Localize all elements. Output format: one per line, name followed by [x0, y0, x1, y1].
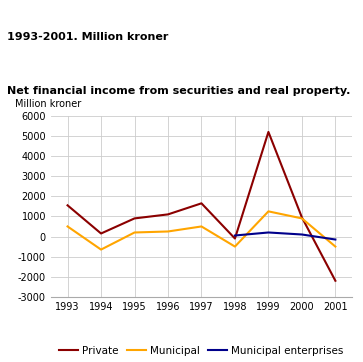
Text: Million kroner: Million kroner — [15, 98, 81, 109]
Text: Net financial income from securities and real property.: Net financial income from securities and… — [7, 86, 351, 96]
Text: 1993-2001. Million kroner: 1993-2001. Million kroner — [7, 31, 169, 42]
Legend: Private, Municipal, Municipal enterprises: Private, Municipal, Municipal enterprise… — [55, 342, 348, 360]
